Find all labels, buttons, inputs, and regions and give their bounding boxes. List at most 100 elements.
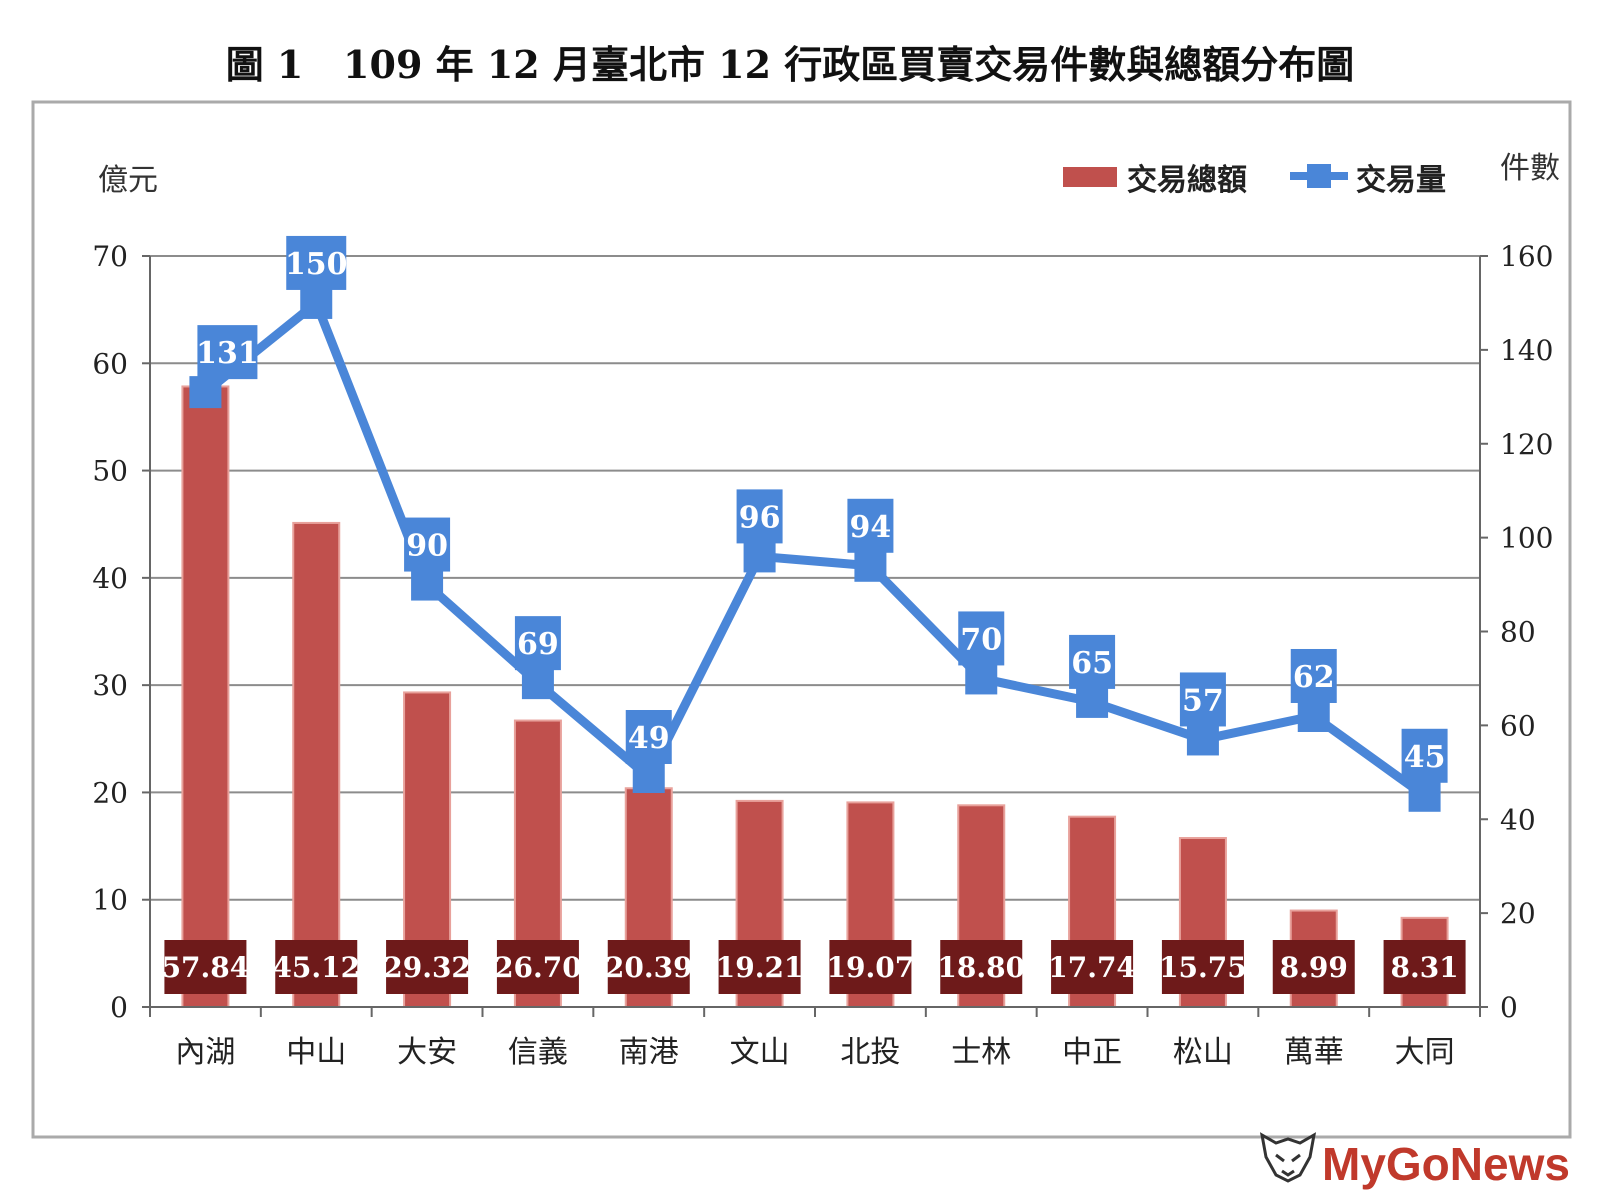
chart-title: 圖 1 109 年 12 月臺北市 12 行政區買賣交易件數與總額分布圖 [226, 42, 1355, 87]
left-tick-label: 70 [92, 240, 128, 273]
line-marker [189, 376, 222, 409]
line-label-box [736, 489, 783, 544]
right-axis-unit: 件數 [1500, 151, 1560, 186]
line-label-box [404, 517, 451, 572]
bar-data-label: 26.70 [494, 951, 582, 984]
right-tick-label: 60 [1500, 709, 1536, 742]
watermark-logo: MyGoNews [1259, 1132, 1570, 1190]
bar-label-box [1161, 940, 1244, 994]
category-label: 南港 [619, 1035, 679, 1070]
left-tick-label: 20 [92, 776, 128, 809]
line-data-label: 131 [196, 336, 259, 371]
category-label: 士林 [951, 1035, 1011, 1070]
fox-logo-icon [1259, 1132, 1317, 1183]
category-label: 信義 [508, 1035, 568, 1070]
right-tick-label: 140 [1500, 334, 1553, 367]
bar-label-box [940, 940, 1023, 994]
bar-data-label: 19.07 [827, 951, 915, 984]
gridlines [150, 255, 1480, 901]
line-label-box [1179, 672, 1226, 727]
line-data-label: 45 [1404, 740, 1446, 775]
right-tick-label: 40 [1500, 803, 1536, 836]
bar-data-label: 17.74 [1048, 951, 1136, 984]
category-label: 文山 [730, 1035, 790, 1070]
right-tick-label: 80 [1500, 616, 1536, 649]
bar [181, 385, 230, 1009]
line-data-label: 70 [960, 622, 1002, 657]
legend-line-marker [1307, 164, 1331, 188]
line-label-box [1069, 634, 1116, 689]
category-label: 萬華 [1284, 1035, 1344, 1070]
line-label-box [197, 325, 258, 380]
legend-bar-swatch [1063, 167, 1117, 187]
bar-label-box [718, 940, 801, 994]
line-marker [965, 662, 998, 695]
line-data-label: 57 [1182, 683, 1224, 718]
left-tick-label: 30 [92, 669, 128, 702]
right-axis-ticks: 0 20 40 60 80 100 120 140 160 [1479, 240, 1553, 1024]
line-path [202, 298, 1428, 800]
category-label: 北投 [840, 1035, 900, 1070]
left-tick-label: 40 [92, 562, 128, 595]
line-marker [300, 286, 333, 319]
bar-data-label: 29.32 [383, 951, 471, 984]
bar-data-label: 19.21 [716, 951, 804, 984]
bar-data-label: 8.99 [1280, 951, 1348, 984]
line-marker [521, 667, 554, 700]
category-label: 大同 [1395, 1035, 1455, 1070]
bar-data-label: 18.80 [937, 951, 1025, 984]
legend-line-label: 交易量 [1356, 163, 1446, 198]
line-data-label: 65 [1071, 646, 1113, 681]
left-tick-label: 10 [92, 884, 128, 917]
line-label-box [514, 616, 561, 671]
line-data-label: 96 [739, 500, 781, 535]
line-marker [632, 761, 665, 794]
right-tick-label: 160 [1500, 240, 1553, 273]
bar-label-box [1272, 940, 1355, 994]
bar-series [181, 385, 1449, 1009]
bar-label-box [1383, 940, 1466, 994]
bar-data-label: 20.39 [605, 951, 693, 984]
bar-label-box [386, 940, 469, 994]
line-marker [1408, 779, 1441, 812]
line-label-box [625, 710, 672, 765]
left-axis-ticks: 0 10 20 30 40 50 60 70 [92, 240, 151, 1024]
bar-label-box [829, 940, 912, 994]
left-axis-unit: 億元 [98, 163, 158, 198]
line-label-box [286, 235, 347, 290]
category-label: 中正 [1062, 1035, 1122, 1070]
right-tick-label: 20 [1500, 897, 1536, 930]
category-labels: 內湖 中山 大安 信義 南港 文山 北投 士林 中正 松山 萬華 大同 [175, 1035, 1454, 1070]
bar-label-box [607, 940, 690, 994]
bar-data-label: 15.75 [1159, 951, 1247, 984]
right-tick-label: 120 [1500, 428, 1553, 461]
x-axis [149, 1006, 1481, 1017]
left-tick-label: 50 [92, 455, 128, 488]
bar-label-box [275, 940, 358, 994]
legend-bar-label: 交易總額 [1127, 163, 1247, 198]
line-series [189, 286, 1441, 812]
bar-label-box [164, 940, 247, 994]
right-tick-label: 100 [1500, 522, 1553, 555]
line-marker [854, 549, 887, 582]
left-tick-label: 0 [110, 991, 128, 1024]
line-marker [1076, 685, 1109, 718]
right-tick-label: 0 [1500, 991, 1518, 1024]
line-data-label: 49 [628, 721, 670, 756]
legend: 交易總額 交易量 [1063, 163, 1446, 198]
line-label-box [847, 498, 894, 553]
bar-label-box [496, 940, 579, 994]
line-data-label: 150 [285, 247, 348, 282]
line-label-box [1290, 648, 1337, 703]
chart-frame [31, 100, 1572, 1139]
line-data-label: 90 [406, 529, 448, 564]
line-marker [411, 568, 444, 601]
line-marker [1186, 723, 1219, 756]
bar-data-label: 57.84 [162, 951, 250, 984]
line-data-label: 69 [517, 627, 559, 662]
bar-data-labels: 57.84 45.12 29.32 26.70 20.39 19.21 19.07 18.80… [162, 940, 1466, 994]
category-label: 中山 [286, 1035, 346, 1070]
line-data-label: 94 [850, 510, 892, 545]
bar-data-label: 8.31 [1390, 951, 1458, 984]
